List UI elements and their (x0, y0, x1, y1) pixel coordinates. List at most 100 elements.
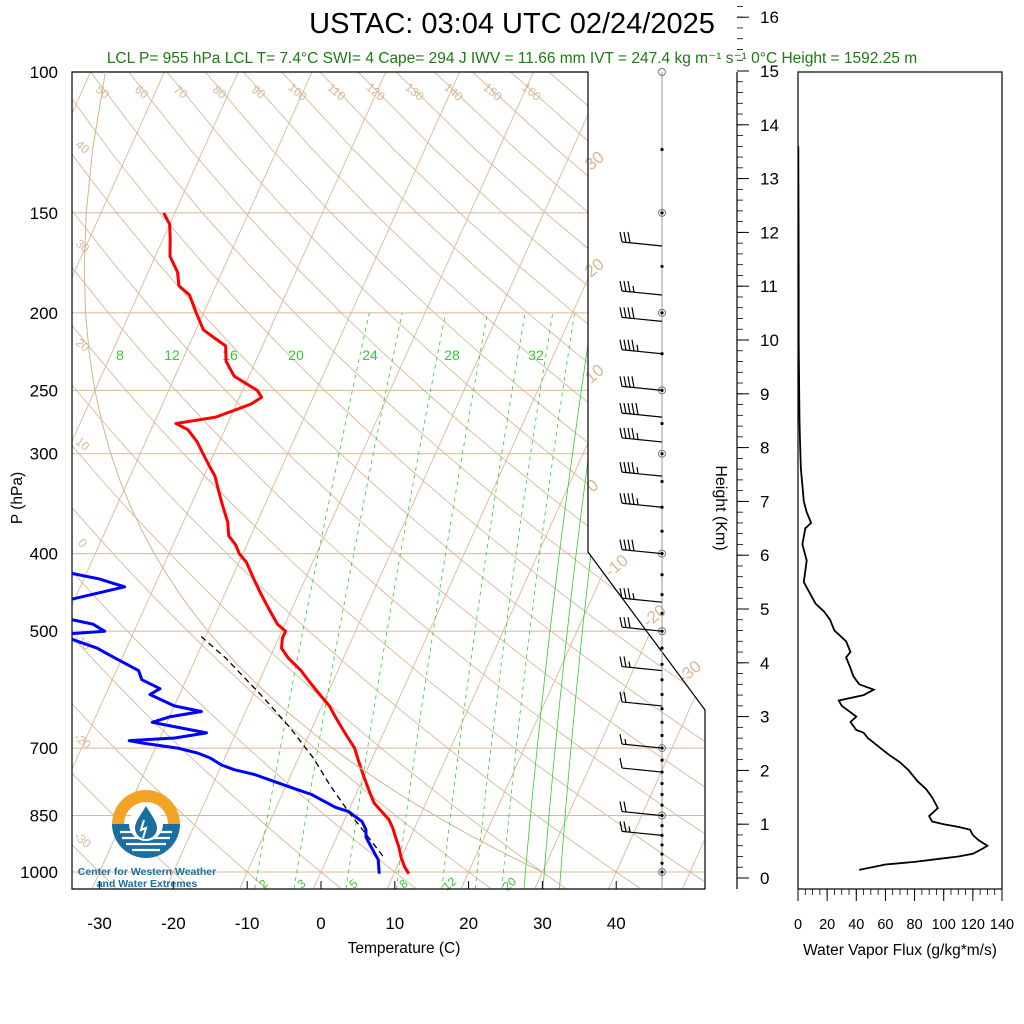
y-tick-label: 400 (30, 545, 58, 564)
wind-barb-flag (623, 493, 627, 504)
wind-barb-flag (619, 757, 623, 769)
barb-level-dot (660, 662, 664, 666)
wind-barbs (619, 231, 663, 836)
wind-barb-flag (623, 821, 627, 832)
dry-adiabat (357, 72, 705, 889)
isotherm (534, 72, 705, 889)
wind-barb-flag (623, 280, 627, 292)
wind-barb (619, 656, 663, 672)
wind-barb-flag (627, 539, 631, 551)
wind-barb-half (636, 498, 639, 505)
isotherm-label: 70 (171, 82, 190, 102)
wind-barb-flag (619, 588, 623, 599)
wind-barb (619, 280, 663, 296)
isotherm-label: 90 (249, 82, 268, 102)
logo-caption-line2: and Water Extremes (96, 878, 198, 890)
barb-level-dot (660, 592, 664, 597)
isotherm (165, 72, 534, 889)
wind-barb-flag (619, 617, 623, 628)
isotherm-label: 50 (93, 82, 112, 102)
logo-caption: Center for Western Weather and Water Ext… (64, 866, 230, 890)
wind-barb-flag (619, 656, 623, 667)
cw3e-logo (112, 790, 180, 858)
mixing-ratio-bottom-label: 12 (440, 874, 459, 894)
mixing-ratio-line (474, 312, 554, 889)
isotherm (91, 72, 461, 889)
dry-adiabat (72, 72, 268, 889)
dry-adiabat (72, 72, 567, 889)
wind-barb-flag (623, 231, 627, 243)
dry-adiabat (243, 72, 705, 889)
wind-barb (619, 588, 663, 603)
barb-level-dot (660, 646, 664, 650)
wind-barb-flag (623, 339, 627, 351)
wind-barb (619, 462, 663, 477)
wind-barb (619, 691, 663, 707)
barb-level-dot (660, 311, 664, 315)
flux-x-tick-label: 100 (932, 917, 956, 933)
x-tick-label: -30 (87, 914, 112, 933)
wind-barb-shaft (621, 701, 663, 707)
isotherm (756, 72, 1024, 889)
wind-barb-flag (619, 402, 623, 414)
wind-barb (619, 231, 663, 247)
y-tick-label: 300 (30, 445, 58, 464)
barb-level-dot (660, 792, 664, 797)
isotherm-label: 140 (441, 80, 466, 104)
height-tick-label: 3 (760, 708, 769, 727)
skewt-axes: -30 -20 -10 0 10 20 30 401001502002503004005007… (9, 63, 626, 957)
wind-barb-flag (631, 539, 635, 551)
barb-level-dot (660, 147, 664, 152)
isotherm-label: 130 (402, 80, 427, 104)
wind-barb-shaft (621, 471, 663, 477)
right-adiabat-label: 30 (581, 147, 608, 174)
wind-barb-shaft (621, 549, 663, 555)
wind-barb-shaft (621, 665, 663, 672)
wind-barb-flag (631, 307, 635, 319)
series-temperature (162, 212, 411, 875)
barb-level-dot (660, 824, 664, 828)
barb-level-dot (660, 758, 664, 762)
wind-barb-flag (623, 539, 627, 551)
mixing-ratio-label: 28 (444, 347, 460, 363)
series-parcel (198, 634, 384, 857)
skewt-background-lines (72, 72, 1024, 889)
y-tick-label: 250 (30, 381, 58, 400)
wind-barb-flag (619, 280, 623, 292)
barb-level-dot (660, 843, 664, 847)
right-adiabat-label: -30 (674, 657, 705, 687)
dry-adiabat (72, 72, 705, 889)
height-tick-label: 15 (760, 62, 779, 81)
wind-barb-shaft (621, 810, 663, 817)
barb-level-dot (660, 733, 664, 738)
logo-caption-line1: Center for Western Weather (77, 866, 217, 878)
wind-barb-shaft (621, 502, 663, 508)
x-tick-label: -20 (161, 914, 186, 933)
wind-barb-flag (623, 462, 627, 473)
mixing-ratio-label: 32 (528, 347, 544, 363)
wind-barb-flag (619, 376, 623, 387)
dry-adiabat (72, 72, 705, 889)
wind-barb-flag (627, 231, 631, 243)
wind-barb-flag (627, 617, 631, 629)
y-tick-label: 500 (30, 622, 58, 641)
dry-adiabat (472, 72, 705, 889)
wind-barb-shaft (621, 830, 663, 836)
height-tick-label: 2 (760, 761, 769, 780)
x-tick-label: 20 (459, 914, 478, 933)
wind-barb-flag (623, 427, 627, 439)
flux-x-tick-label: 120 (961, 917, 985, 933)
isotherm (72, 72, 313, 889)
height-tick-label: 10 (760, 331, 779, 350)
barb-level-dot (660, 861, 664, 865)
dry-adiabat (72, 72, 193, 889)
wind-barb-flag (627, 462, 631, 474)
wind-barb-flag (619, 821, 623, 832)
barb-level-dot (660, 692, 664, 697)
isotherm (681, 72, 705, 889)
height-tick-label: 6 (760, 546, 769, 565)
x-tick-label: -10 (235, 914, 260, 933)
mixing-ratio-line (345, 312, 447, 889)
